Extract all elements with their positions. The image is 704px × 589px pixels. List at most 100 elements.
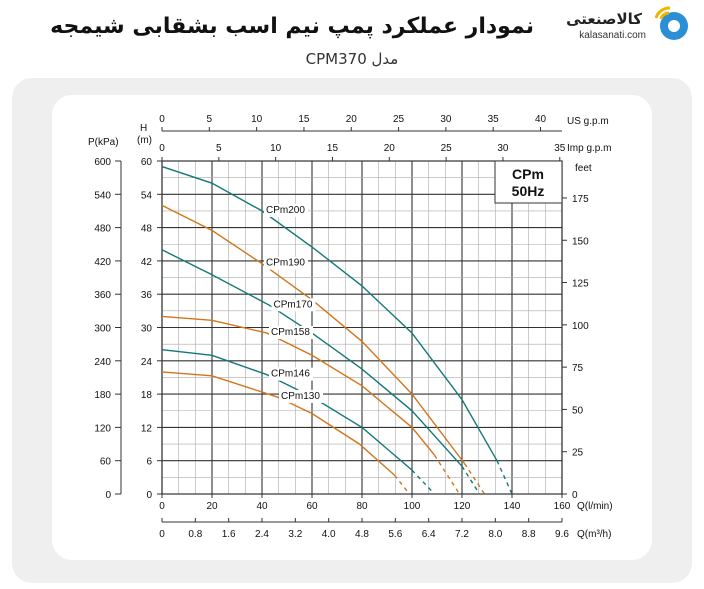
p-tick-label: 540 [94, 190, 111, 201]
p-axis-label: P(kPa) [88, 137, 119, 148]
h-tick-label: 6 [146, 457, 152, 468]
grid [161, 160, 563, 495]
curve-label-bg [269, 367, 313, 381]
q-tick-label: 40 [256, 501, 268, 512]
brand-logo: کالاصنعتی kalasanati.com [552, 4, 692, 46]
us-tick-label: 20 [346, 114, 358, 125]
q-tick-label: 120 [454, 501, 471, 512]
us-tick-label: 10 [251, 114, 263, 125]
curve-label: CPm158 [271, 327, 310, 338]
h-axis-label: H [140, 123, 147, 134]
m3h-tick-label: 6.4 [422, 529, 436, 540]
h-tick-label: 60 [141, 157, 153, 168]
curve-label: CPm130 [281, 391, 320, 402]
h-tick-label: 36 [141, 290, 153, 301]
curve-label-bg [264, 256, 308, 270]
page-subtitle: مدل CPM370 [305, 50, 399, 68]
m3h-tick-label: 8.0 [488, 529, 502, 540]
imp-tick-label: 35 [554, 143, 566, 154]
m3h-tick-label: 3.2 [288, 529, 302, 540]
curve-extension-cpm130 [393, 474, 411, 495]
m3h-tick-label: 0.8 [188, 529, 202, 540]
legend-line-2: 50Hz [512, 183, 545, 199]
imp-gpm-label: Imp g.p.m [567, 143, 611, 154]
curves: CPm200 CPm190 CPm170 CPm158 CPm146 CPm130 [161, 165, 513, 495]
curve-label-bg [269, 326, 313, 340]
us-tick-label: 40 [535, 114, 547, 125]
curve-cpm146 [161, 349, 413, 471]
h-tick-label: 24 [141, 357, 153, 368]
p-tick-label: 420 [94, 257, 111, 268]
q-m3h-label: Q(m³/h) [577, 529, 611, 540]
m3h-tick-label: 7.2 [455, 529, 469, 540]
m3h-tick-label: 9.6 [555, 529, 569, 540]
m3h-tick-label: 4.0 [322, 529, 336, 540]
feet-tick-label: 100 [572, 321, 589, 332]
curve-label-bg [279, 389, 323, 403]
m3h-tick-label: 2.4 [255, 529, 269, 540]
legend-line-1: CPm [512, 166, 544, 182]
feet-label: feet [575, 163, 592, 174]
m3h-tick-label: 8.8 [522, 529, 536, 540]
curve-extension-cpm146 [411, 469, 436, 495]
curve-label-bg [271, 298, 316, 312]
imp-tick-label: 20 [384, 143, 396, 154]
imp-tick-label: 15 [327, 143, 339, 154]
feet-tick-label: 150 [572, 236, 589, 247]
imp-tick-label: 5 [216, 143, 222, 154]
curve-label-bg [264, 203, 308, 217]
curve-cpm130 [161, 371, 395, 476]
q-lmin-label: Q(l/min) [577, 501, 613, 512]
m3h-tick-label: 0 [159, 529, 165, 540]
h-tick-label: 48 [141, 224, 153, 235]
curve-extension-cpm170 [461, 465, 481, 495]
imp-tick-label: 30 [497, 143, 509, 154]
p-tick-label: 360 [94, 290, 111, 301]
p-tick-label: 0 [105, 490, 111, 501]
us-tick-label: 35 [488, 114, 500, 125]
q-tick-label: 60 [306, 501, 318, 512]
p-tick-label: 180 [94, 390, 111, 401]
curve-label: CPm170 [274, 299, 313, 310]
imp-tick-label: 10 [270, 143, 282, 154]
m3h-tick-label: 5.6 [388, 529, 402, 540]
h-tick-label: 0 [146, 490, 152, 501]
q-tick-label: 20 [206, 501, 218, 512]
page-title: نمودار عملکرد پمپ نیم اسب بشقابی شیمجه [50, 14, 534, 39]
h-axis-unit: (m) [137, 135, 152, 146]
p-tick-label: 60 [100, 457, 112, 468]
us-tick-label: 5 [207, 114, 213, 125]
p-tick-label: 300 [94, 324, 111, 335]
p-tick-label: 480 [94, 224, 111, 235]
h-tick-label: 18 [141, 390, 153, 401]
q-tick-label: 160 [554, 501, 571, 512]
m3h-tick-label: 1.6 [222, 529, 236, 540]
curve-extension-cpm190 [463, 463, 486, 495]
us-gpm-label: US g.p.m [567, 116, 609, 127]
curve-extension-cpm200 [496, 460, 513, 495]
h-tick-label: 54 [141, 190, 153, 201]
curve-label: CPm190 [266, 258, 305, 269]
curve-cpm200 [161, 165, 498, 462]
legend-box-frame [494, 160, 563, 204]
feet-tick-label: 25 [572, 448, 584, 459]
us-tick-label: 0 [159, 114, 165, 125]
us-tick-label: 25 [393, 114, 405, 125]
us-tick-label: 15 [298, 114, 310, 125]
feet-tick-label: 75 [572, 363, 584, 374]
feet-tick-label: 125 [572, 279, 589, 290]
p-tick-label: 240 [94, 357, 111, 368]
curve-label: CPm200 [266, 205, 305, 216]
feet-tick-label: 50 [572, 405, 584, 416]
h-tick-label: 42 [141, 257, 153, 268]
q-tick-label: 0 [159, 501, 165, 512]
m3h-tick-label: 4.8 [355, 529, 369, 540]
h-tick-label: 30 [141, 324, 153, 335]
gear-wifi-icon [654, 6, 688, 40]
curve-cpm158 [161, 315, 436, 456]
p-tick-label: 600 [94, 157, 111, 168]
axes: 0612182430364248546006012018024030036042… [94, 114, 589, 540]
p-tick-label: 120 [94, 423, 111, 434]
q-tick-label: 80 [356, 501, 368, 512]
feet-tick-label: 175 [572, 194, 589, 205]
